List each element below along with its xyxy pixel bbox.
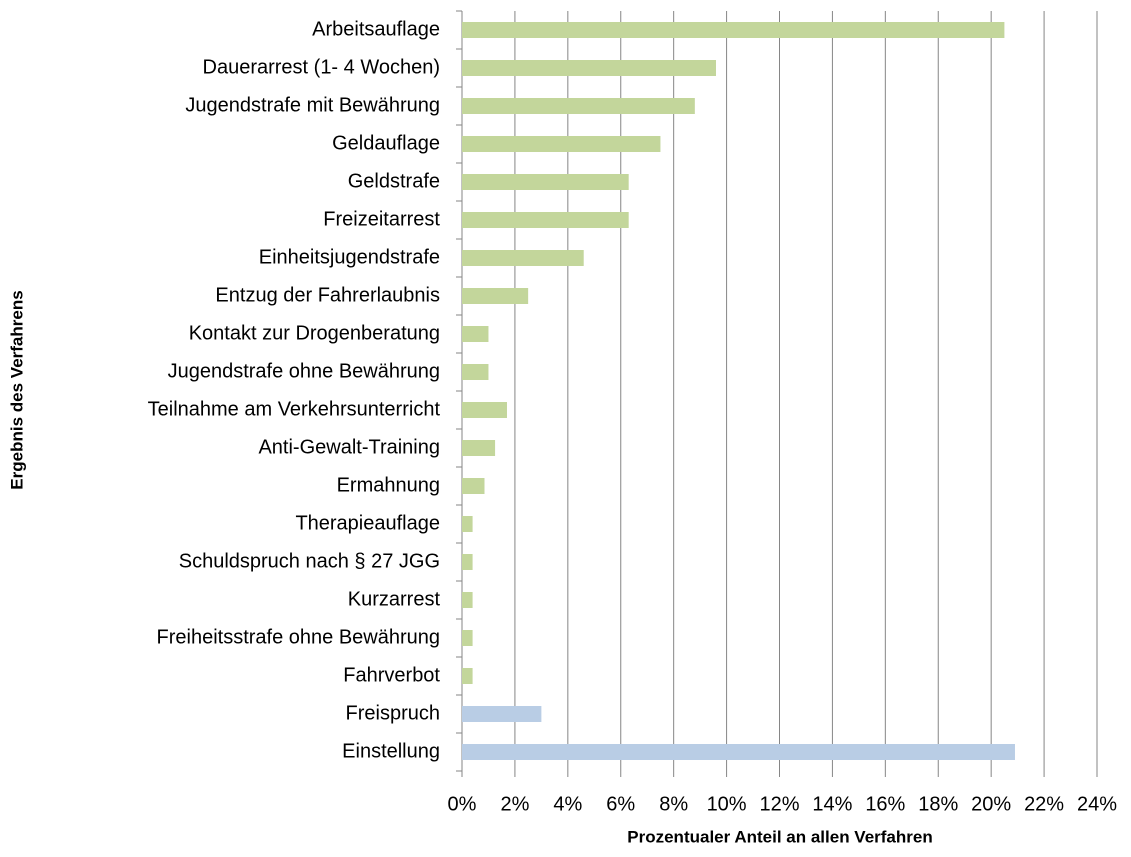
bar [462,98,695,114]
y-tick-label: Geldauflage [332,132,440,154]
bar [462,60,716,76]
bar [462,630,473,646]
x-tick-label: 22% [1024,793,1064,815]
x-tick-label: 4% [553,793,582,815]
y-tick-label: Ermahnung [337,474,440,496]
y-tick-label: Freiheitsstrafe ohne Bewährung [157,626,441,648]
bar [462,744,1015,760]
y-tick-label: Freizeitarrest [323,208,440,230]
bar [462,554,473,570]
bar [462,22,1005,38]
x-tick-label: 10% [707,793,747,815]
x-tick-label: 0% [448,793,477,815]
y-tick-label: Kontakt zur Drogenberatung [189,322,440,344]
x-tick-label: 16% [865,793,905,815]
y-tick-label: Freispruch [346,702,440,724]
x-tick-label: 14% [812,793,852,815]
y-tick-label: Jugendstrafe mit Bewährung [185,94,440,116]
bar [462,478,485,494]
x-tick-label: 12% [759,793,799,815]
bar [462,668,473,684]
y-tick-label: Therapieauflage [295,512,440,534]
bar [462,250,584,266]
y-tick-label: Dauerarrest (1- 4 Wochen) [203,56,441,78]
y-tick-label: Teilnahme am Verkehrsunterricht [148,398,441,420]
x-tick-label: 8% [659,793,688,815]
bar [462,174,629,190]
y-tick-label: Arbeitsauflage [312,18,440,40]
y-axis-label: Ergebnis des Verfahrens [7,290,26,489]
y-tick-label: Jugendstrafe ohne Bewährung [168,360,440,382]
y-tick-label: Geldstrafe [348,170,440,192]
y-tick-label: Fahrverbot [343,664,440,686]
y-tick-label: Einstellung [342,740,440,762]
x-tick-label: 18% [918,793,958,815]
y-tick-label: Kurzarrest [348,588,441,610]
bar [462,516,473,532]
y-tick-label: Anti-Gewalt-Training [258,436,440,458]
y-tick-label: Schuldspruch nach § 27 JGG [179,550,440,572]
x-axis-label: Prozentualer Anteil an allen Verfahren [627,827,932,846]
bar [462,288,529,304]
bar [462,706,542,722]
x-tick-label: 24% [1077,793,1117,815]
x-tick-label: 20% [971,793,1011,815]
y-tick-label: Einheitsjugendstrafe [259,246,440,268]
bar [462,402,507,418]
bar [462,440,496,456]
bar [462,136,661,152]
bar [462,212,629,228]
y-tick-label: Entzug der Fahrerlaubnis [215,284,440,306]
x-tick-label: 2% [500,793,529,815]
x-tick-label: 6% [606,793,635,815]
bar [462,364,489,380]
bar [462,326,489,342]
bar [462,592,473,608]
